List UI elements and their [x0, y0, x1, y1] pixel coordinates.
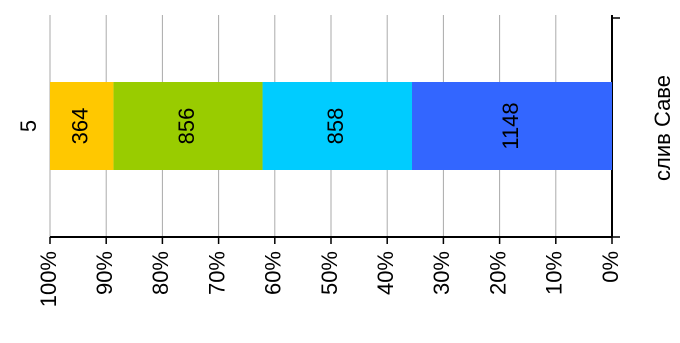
data-label: 364 — [68, 108, 93, 145]
bar-segment — [50, 82, 114, 170]
x-tick-label: 70% — [204, 251, 229, 295]
y-tick-label: 5 — [16, 120, 41, 132]
axis-title: слив Саве — [650, 75, 675, 181]
x-tick-label: 30% — [429, 251, 454, 295]
x-tick-label: 80% — [148, 251, 173, 295]
x-tick-label: 40% — [373, 251, 398, 295]
x-tick-label: 0% — [598, 251, 623, 283]
x-tick-label: 10% — [542, 251, 567, 295]
bar-segment — [113, 82, 263, 170]
data-label: 1148 — [498, 102, 523, 149]
bar-segment — [412, 82, 612, 170]
x-tick-label: 90% — [92, 251, 117, 295]
x-tick-label: 50% — [317, 251, 342, 295]
x-tick-label: 60% — [261, 251, 286, 295]
bar-segment — [262, 82, 413, 170]
x-tick-label: 20% — [485, 251, 510, 295]
x-tick-label: 100% — [36, 251, 61, 307]
data-label: 858 — [323, 108, 348, 145]
data-label: 856 — [174, 108, 199, 145]
